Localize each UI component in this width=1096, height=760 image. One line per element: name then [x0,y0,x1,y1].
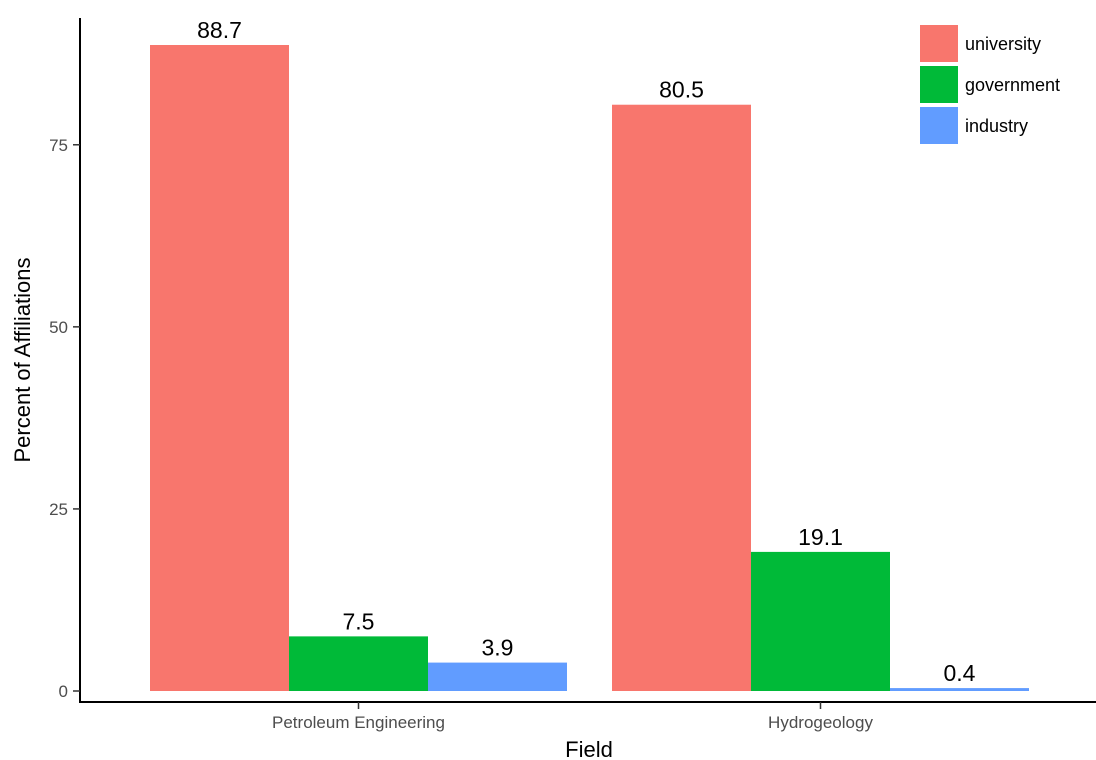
data-labels-group: 88.7 7.5 3.9 80.5 19.1 0.4 [197,17,976,686]
bar-industry-0 [428,662,567,691]
legend: university government industry [920,25,1060,144]
data-label-university-1: 80.5 [659,77,704,103]
bar-university-0 [150,45,289,691]
y-tick-label: 75 [49,136,68,155]
data-label-industry-1: 0.4 [944,660,976,686]
bar-government-1 [751,551,890,691]
x-tick-label: Petroleum Engineering [272,713,445,732]
legend-key-industry [920,107,958,144]
data-label-industry-0: 3.9 [482,635,514,661]
legend-key-government [920,66,958,103]
data-label-government-1: 19.1 [798,524,843,550]
legend-label-government: government [965,75,1060,95]
legend-label-industry: industry [965,116,1028,136]
legend-key-university [920,25,958,62]
y-axis-ticks: 0 25 50 75 [49,136,80,701]
bar-government-0 [289,636,428,691]
bars-group [150,45,1029,692]
y-axis-title: Percent of Affiliations [10,257,35,462]
x-axis-ticks: Petroleum Engineering Hydrogeology [272,702,873,732]
x-tick-label: Hydrogeology [768,713,873,732]
y-tick-label: 0 [59,682,68,701]
legend-label-university: university [965,34,1041,54]
y-tick-label: 25 [49,500,68,519]
x-axis-title: Field [565,737,613,760]
bar-university-1 [612,104,751,692]
bar-industry-1 [890,688,1029,691]
y-tick-label: 50 [49,318,68,337]
data-label-university-0: 88.7 [197,17,242,43]
data-label-government-0: 7.5 [343,608,375,634]
